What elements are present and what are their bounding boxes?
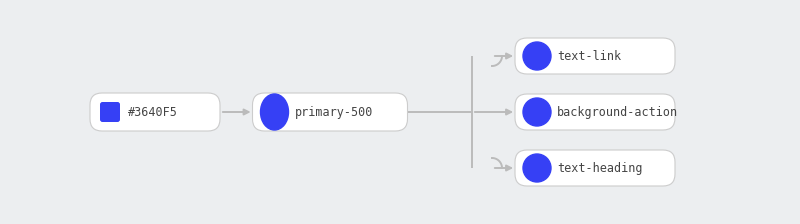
FancyBboxPatch shape bbox=[90, 93, 220, 131]
Text: text-link: text-link bbox=[557, 50, 621, 62]
Text: primary-500: primary-500 bbox=[294, 106, 373, 118]
Ellipse shape bbox=[523, 154, 551, 182]
Text: text-heading: text-heading bbox=[557, 162, 642, 174]
FancyBboxPatch shape bbox=[515, 150, 675, 186]
FancyBboxPatch shape bbox=[515, 38, 675, 74]
FancyBboxPatch shape bbox=[100, 102, 120, 122]
Text: background-action: background-action bbox=[557, 106, 678, 118]
Ellipse shape bbox=[523, 42, 551, 70]
FancyBboxPatch shape bbox=[253, 93, 407, 131]
FancyBboxPatch shape bbox=[515, 94, 675, 130]
Text: #3640F5: #3640F5 bbox=[128, 106, 178, 118]
Ellipse shape bbox=[523, 98, 551, 126]
Ellipse shape bbox=[261, 94, 289, 130]
